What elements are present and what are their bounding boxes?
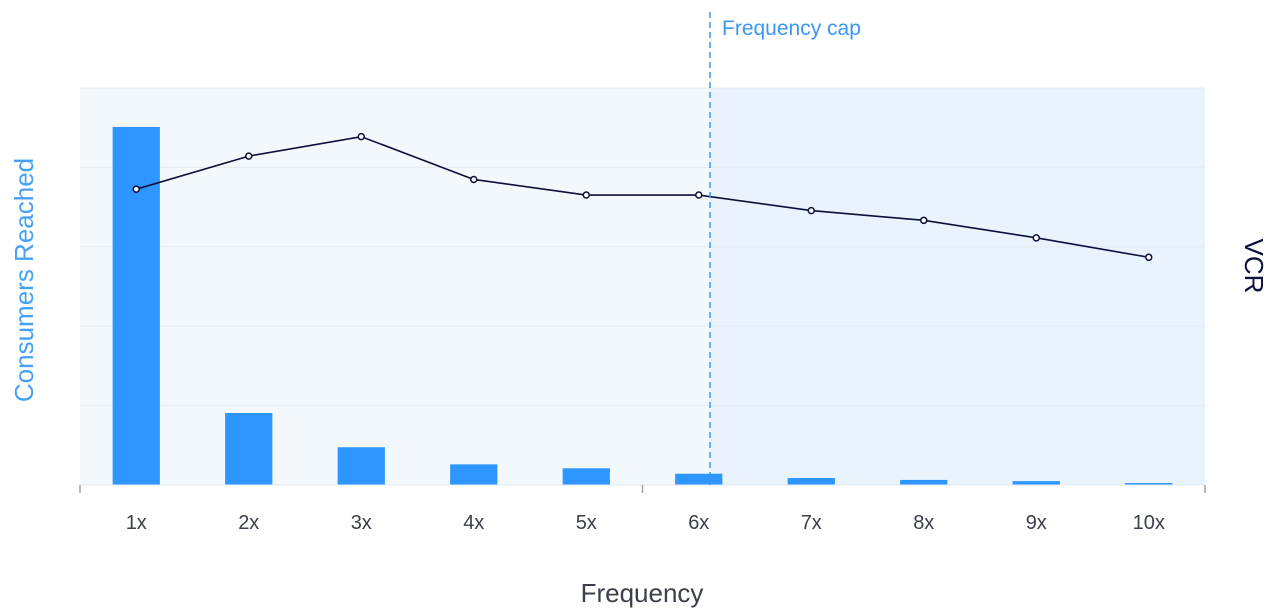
capped-region: [710, 88, 1205, 485]
line-point: [920, 216, 928, 225]
bar: [1125, 483, 1173, 485]
line-point: [582, 191, 590, 199]
line-series: [132, 132, 1153, 262]
vcr-line: [136, 135, 1149, 259]
line-point: [357, 132, 365, 141]
line-point: [807, 206, 815, 215]
bar: [900, 479, 948, 485]
x-tick-label: 6x: [688, 512, 709, 534]
bar: [225, 412, 273, 485]
x-tick-label: 7x: [801, 512, 822, 534]
frequency-cap-label: Frequency cap: [722, 17, 861, 40]
x-tick-label: 10x: [1133, 512, 1165, 534]
left-axis-title: Consumers Reached: [9, 158, 39, 402]
x-axis-title: Frequency: [581, 578, 704, 608]
line-point: [132, 185, 140, 193]
bar: [112, 126, 160, 485]
bar: [450, 464, 498, 485]
x-tick-label: 4x: [463, 512, 484, 534]
x-tick-label: 3x: [351, 512, 372, 534]
bar: [562, 468, 610, 485]
x-tick-label: 5x: [576, 512, 597, 534]
x-tick-label: 9x: [1026, 512, 1047, 534]
bar: [337, 447, 385, 485]
bar: [1012, 481, 1060, 485]
bar: [675, 473, 723, 485]
x-tick-label: 1x: [126, 512, 147, 534]
right-axis-title: VCR: [1239, 239, 1269, 294]
bar: [787, 477, 835, 485]
line-point: [470, 175, 478, 184]
x-axis: 1x 2x 3x 4x 5x 6x 7x 8x 9x 10x: [79, 484, 1206, 534]
line-point: [1032, 234, 1040, 242]
line-point: [695, 191, 703, 199]
x-tick-label: 8x: [913, 512, 934, 534]
x-tick-label: 2x: [238, 512, 259, 534]
line-point: [1145, 253, 1153, 262]
line-point: [245, 152, 253, 160]
